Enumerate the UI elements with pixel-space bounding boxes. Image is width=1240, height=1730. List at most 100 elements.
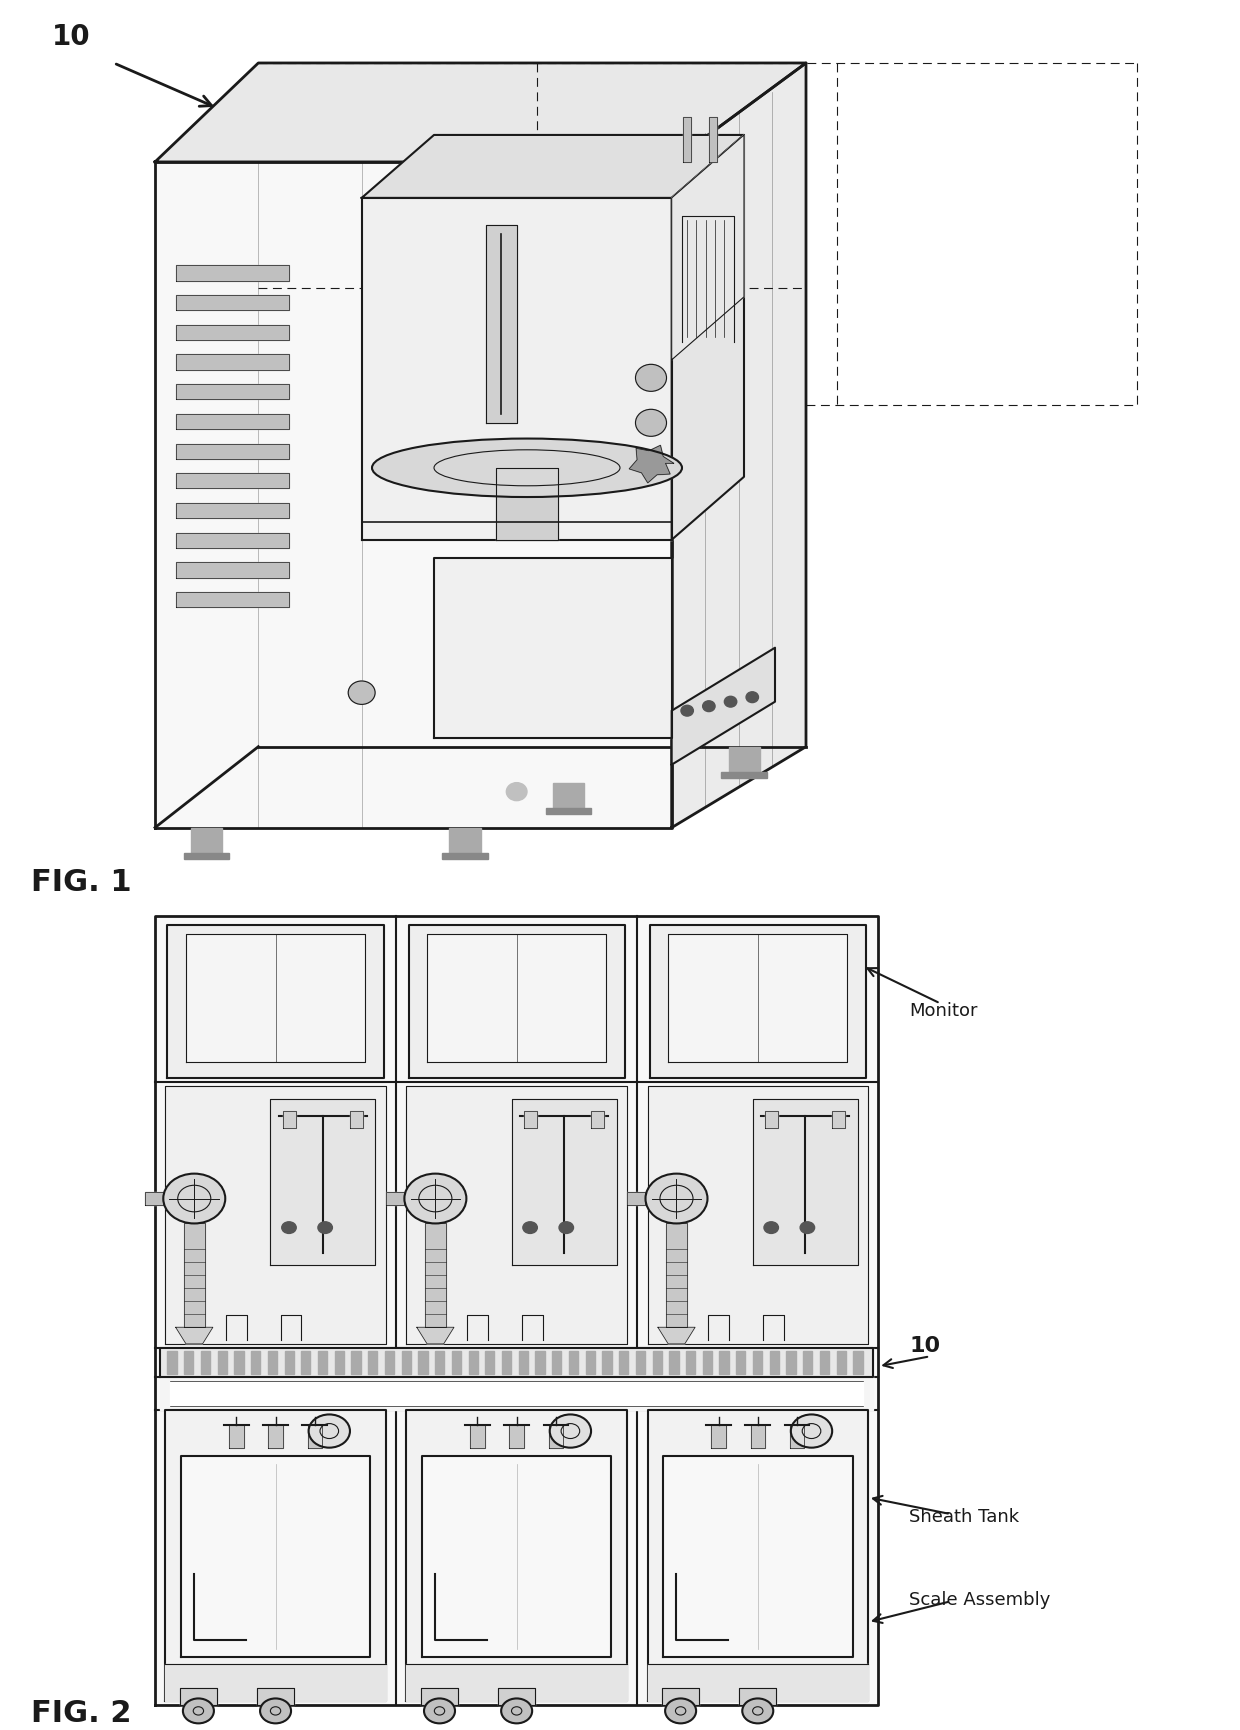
Polygon shape: [201, 1351, 210, 1374]
Polygon shape: [160, 1348, 873, 1377]
Polygon shape: [176, 443, 289, 458]
Circle shape: [764, 1221, 779, 1233]
Polygon shape: [668, 934, 847, 1062]
Polygon shape: [765, 1111, 779, 1128]
Polygon shape: [837, 1351, 846, 1374]
Polygon shape: [662, 1688, 699, 1706]
Polygon shape: [176, 562, 289, 578]
Polygon shape: [703, 1351, 712, 1374]
Text: 10: 10: [52, 22, 91, 50]
Polygon shape: [417, 1327, 454, 1344]
Polygon shape: [510, 1426, 523, 1448]
Polygon shape: [301, 1351, 310, 1374]
Circle shape: [791, 1415, 832, 1448]
Polygon shape: [627, 1192, 646, 1206]
Polygon shape: [552, 1351, 562, 1374]
Polygon shape: [362, 135, 744, 197]
Polygon shape: [820, 1351, 830, 1374]
Polygon shape: [548, 1426, 563, 1448]
Polygon shape: [257, 1688, 294, 1706]
Polygon shape: [384, 1351, 394, 1374]
Polygon shape: [523, 1111, 537, 1128]
Polygon shape: [308, 1426, 322, 1448]
Polygon shape: [165, 1410, 386, 1701]
Polygon shape: [184, 1223, 205, 1327]
Polygon shape: [176, 384, 289, 400]
Circle shape: [164, 1173, 226, 1223]
Polygon shape: [502, 1351, 511, 1374]
Polygon shape: [155, 62, 806, 163]
Polygon shape: [165, 1086, 386, 1344]
Polygon shape: [553, 782, 584, 810]
Polygon shape: [739, 1688, 776, 1706]
Polygon shape: [268, 1351, 277, 1374]
Polygon shape: [647, 1410, 868, 1701]
Polygon shape: [268, 1426, 283, 1448]
Text: Scale Assembly: Scale Assembly: [909, 1592, 1050, 1609]
Polygon shape: [750, 1426, 765, 1448]
Polygon shape: [422, 1457, 611, 1657]
Polygon shape: [712, 1426, 725, 1448]
Polygon shape: [683, 118, 692, 163]
Polygon shape: [386, 1192, 404, 1206]
Circle shape: [404, 1173, 466, 1223]
Polygon shape: [672, 647, 775, 765]
Polygon shape: [853, 1351, 863, 1374]
Circle shape: [184, 1699, 213, 1723]
Polygon shape: [753, 1099, 858, 1265]
Polygon shape: [832, 1111, 846, 1128]
Polygon shape: [184, 1351, 193, 1374]
Polygon shape: [629, 445, 673, 483]
Polygon shape: [672, 135, 744, 540]
Polygon shape: [650, 924, 866, 1078]
Polygon shape: [176, 1327, 213, 1344]
Polygon shape: [407, 1086, 627, 1344]
Polygon shape: [434, 557, 672, 737]
Circle shape: [635, 365, 667, 391]
Circle shape: [746, 692, 759, 702]
Circle shape: [665, 1699, 696, 1723]
Polygon shape: [658, 1327, 696, 1344]
Polygon shape: [283, 1111, 296, 1128]
Circle shape: [348, 682, 374, 704]
Polygon shape: [402, 1351, 410, 1374]
Circle shape: [549, 1415, 591, 1448]
Text: Monitor: Monitor: [909, 1002, 978, 1021]
Polygon shape: [485, 1351, 495, 1374]
Polygon shape: [167, 1351, 176, 1374]
Polygon shape: [250, 1351, 260, 1374]
Polygon shape: [407, 1410, 627, 1701]
Polygon shape: [511, 1099, 616, 1265]
Polygon shape: [470, 1426, 485, 1448]
Circle shape: [800, 1221, 815, 1233]
Polygon shape: [590, 1111, 604, 1128]
Polygon shape: [709, 118, 717, 163]
Circle shape: [424, 1699, 455, 1723]
Polygon shape: [536, 1351, 544, 1374]
Polygon shape: [435, 1351, 444, 1374]
Circle shape: [724, 695, 737, 708]
Text: 10: 10: [909, 1336, 940, 1356]
Polygon shape: [498, 1688, 536, 1706]
Polygon shape: [790, 1426, 805, 1448]
Polygon shape: [167, 924, 383, 1078]
Polygon shape: [176, 592, 289, 607]
Polygon shape: [184, 853, 229, 860]
Polygon shape: [786, 1351, 796, 1374]
Polygon shape: [518, 1351, 528, 1374]
Circle shape: [506, 782, 527, 801]
Polygon shape: [170, 1381, 863, 1406]
Polygon shape: [663, 1457, 853, 1657]
Circle shape: [681, 706, 693, 716]
Ellipse shape: [372, 438, 682, 497]
Polygon shape: [176, 265, 289, 280]
Polygon shape: [603, 1351, 611, 1374]
Polygon shape: [546, 808, 591, 815]
Polygon shape: [585, 1351, 595, 1374]
Polygon shape: [636, 1351, 645, 1374]
Polygon shape: [652, 1351, 662, 1374]
Polygon shape: [176, 355, 289, 370]
Polygon shape: [335, 1351, 343, 1374]
Polygon shape: [770, 1351, 779, 1374]
Polygon shape: [270, 1099, 376, 1265]
